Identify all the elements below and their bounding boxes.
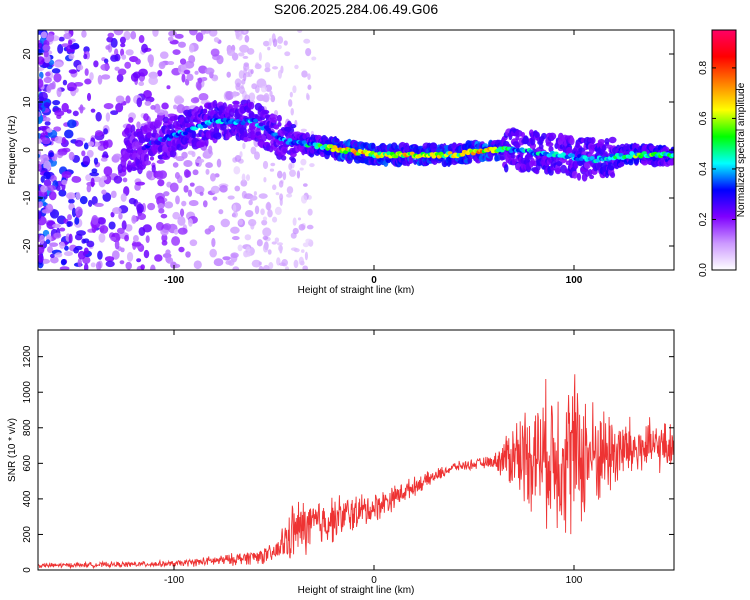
colorbar-label: Normalized spectral amplitude [736,82,747,217]
y-tick-label: 10 [22,96,33,108]
colorbar-ticks: 0.0 0.2 0.4 0.6 0.8 [698,61,736,277]
y-tick-label: 600 [22,455,33,472]
spectrogram-y-label: Frequency (Hz) [7,116,18,185]
colorbar-tick-label: 0.8 [698,61,709,75]
spectrogram-x-label: Height of straight line (km) [298,285,415,296]
colorbar-tick-label: 0.0 [698,263,709,277]
y-tick-label: 400 [22,490,33,507]
snr-series [38,374,674,570]
colorbar-tick-label: 0.4 [698,162,709,176]
snr-x-label: Height of straight line (km) [298,585,415,596]
x-tick-label: 0 [371,275,377,286]
spectrogram-image [38,30,674,270]
y-tick-label: 0 [22,567,33,573]
snr-line [38,374,674,570]
x-tick-label: -100 [164,575,184,586]
colorbar-tick-label: 0.2 [698,212,709,226]
y-tick-label: -10 [22,190,33,205]
x-tick-label: -100 [164,275,184,286]
colorbar-gradient [711,29,737,271]
colorbar: 0.0 0.2 0.4 0.6 0.8 Normalized spectral ampl… [698,29,747,277]
y-tick-label: 1000 [22,381,33,404]
y-tick-label: 1200 [22,345,33,368]
y-tick-label: -20 [22,238,33,253]
y-tick-label: 20 [22,48,33,60]
y-tick-label: 800 [22,419,33,436]
spectrogram-blobs [38,30,674,270]
y-tick-label: 0 [22,147,33,153]
x-tick-label: 100 [566,275,583,286]
x-tick-label: 100 [566,575,583,586]
figure-title: S206.2025.284.06.49.G06 [274,1,438,17]
snr-y-label: SNR (10 * v/v) [7,418,18,482]
x-tick-label: 0 [371,575,377,586]
colorbar-tick-label: 0.6 [698,111,709,125]
y-tick-label: 200 [22,526,33,543]
